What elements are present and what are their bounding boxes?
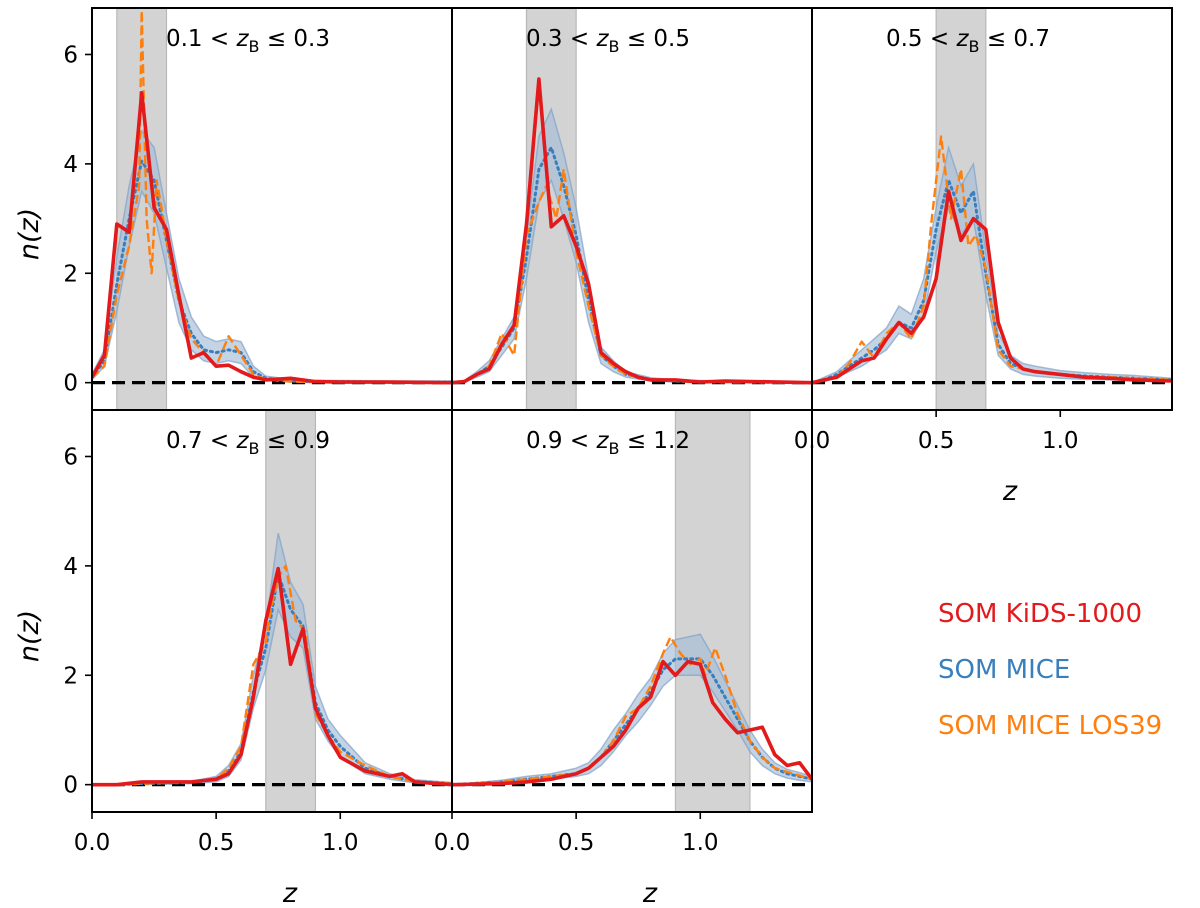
x-tick-label: 1.0: [1042, 428, 1079, 454]
y-tick-label: 0: [63, 773, 78, 799]
legend: SOM KiDS-1000 SOM MICE SOM MICE LOS39: [938, 599, 1162, 741]
series-los39: [452, 635, 812, 786]
title-subscript: B: [609, 37, 620, 56]
x-tick-label: 0.5: [198, 830, 235, 856]
panel-plot-area: [812, 8, 1172, 410]
panel-title: 0.5 < zB ≤ 0.7: [886, 26, 1050, 56]
series-kids: [452, 659, 812, 787]
y-tick-label: 2: [63, 261, 78, 287]
series-kids: [452, 77, 812, 385]
title-suffix: ≤ 0.7: [980, 26, 1050, 52]
panel-title: 0.9 < zB ≤ 1.2: [526, 428, 690, 458]
mice-band: [452, 633, 812, 786]
y-tick-label: 4: [63, 152, 78, 178]
mice-band: [92, 532, 452, 786]
y-axis-label: n(z): [14, 208, 45, 260]
title-prefix: 0.7 <: [166, 428, 236, 454]
title-subscript: B: [609, 439, 620, 458]
title-variable: z: [955, 26, 969, 52]
title-prefix: 0.3 <: [526, 26, 596, 52]
y-tick-label: 6: [63, 444, 78, 470]
mice-band: [452, 107, 812, 384]
x-axis-label: z: [642, 878, 658, 908]
panel-3: 0.0 0.5 1.0z0.5 < zB ≤ 0.7: [794, 7, 1173, 507]
y-axis-label: n(z): [14, 610, 45, 662]
legend-entry-kids: SOM KiDS-1000: [938, 599, 1142, 629]
legend-entry-mice: SOM MICE: [938, 655, 1070, 685]
title-variable: z: [235, 428, 249, 454]
title-variable: z: [595, 428, 609, 454]
legend-entry-los: SOM MICE LOS39: [938, 711, 1162, 741]
panel-title: 0.7 < zB ≤ 0.9: [166, 428, 330, 458]
series-kids: [92, 566, 452, 787]
panel-frame: [451, 409, 813, 813]
title-subscript: B: [249, 37, 260, 56]
x-axis-label: z: [282, 878, 298, 908]
x-tick-label: 0.0: [434, 830, 471, 856]
x-tick-label: 1.0: [682, 830, 719, 856]
panel-title: 0.3 < zB ≤ 0.5: [526, 26, 690, 56]
panel-1: 0 2 4 6 n(z) 0.1 < zB ≤ 0.3: [14, 7, 453, 411]
title-prefix: 0.5 <: [886, 26, 956, 52]
y-tick-label: 6: [63, 42, 78, 68]
series-mice: [812, 178, 1172, 385]
title-subscript: B: [249, 439, 260, 458]
series-kids: [92, 91, 452, 385]
y-tick-label: 2: [63, 663, 78, 689]
series-kids: [812, 189, 1172, 385]
panel-plot-area: [92, 410, 452, 812]
x-tick-label: 0.5: [918, 428, 955, 454]
y-tick-label: 4: [63, 554, 78, 580]
x-tick-label: 1.0: [322, 830, 359, 856]
panel-plot-area: [452, 8, 812, 410]
title-subscript: B: [969, 37, 980, 56]
title-variable: z: [595, 26, 609, 52]
title-suffix: ≤ 0.3: [260, 26, 330, 52]
panel-frame: [811, 7, 1173, 411]
title-prefix: 0.9 <: [526, 428, 596, 454]
title-suffix: ≤ 0.9: [260, 428, 330, 454]
panel-title: 0.1 < zB ≤ 0.3: [166, 26, 330, 56]
title-suffix: ≤ 0.5: [620, 26, 690, 52]
panel-2: 0.3 < zB ≤ 0.5: [451, 7, 813, 411]
panel-plot-area: [452, 410, 812, 812]
bin-band: [674, 410, 751, 812]
title-suffix: ≤ 1.2: [620, 428, 690, 454]
panel-5: 0.0 0.5 1.0z0.9 < zB ≤ 1.2: [434, 409, 813, 908]
title-prefix: 0.1 <: [166, 26, 236, 52]
y-tick-label: 0: [63, 371, 78, 397]
x-tick-label: 0.0: [74, 830, 111, 856]
x-tick-label: 0.5: [558, 830, 595, 856]
panel-plot-area: [92, 8, 452, 410]
title-variable: z: [235, 26, 249, 52]
x-axis-label: z: [1002, 476, 1018, 507]
